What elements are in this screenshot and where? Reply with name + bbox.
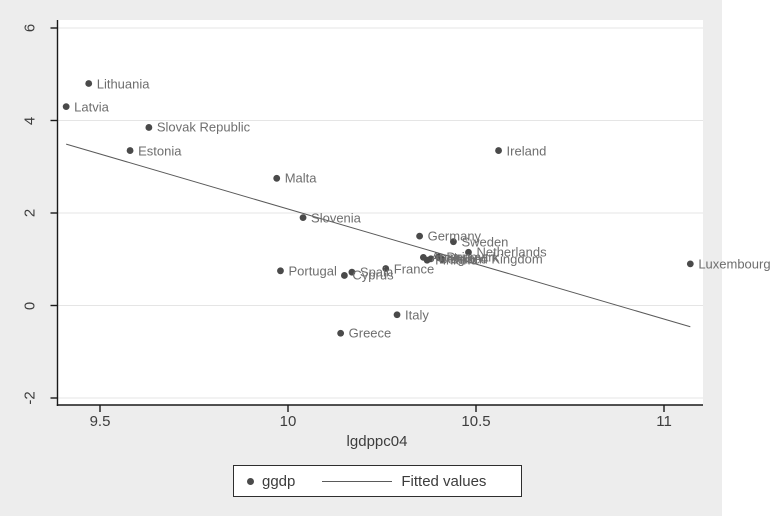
data-point-label: Austria — [431, 249, 472, 265]
data-point-label: Belgium — [438, 251, 486, 267]
x-axis-tick-label: 10.5 — [461, 413, 491, 430]
x-axis-tick-label: 10 — [279, 413, 297, 430]
data-point-label: Luxembourg — [698, 256, 771, 272]
data-point-label: Ireland — [506, 143, 547, 159]
data-point-label: Finland — [435, 252, 478, 268]
data-point-label: Malta — [284, 170, 317, 186]
x-axis-tick-label: 9.5 — [89, 413, 111, 430]
data-point-label: Lithuania — [96, 76, 150, 91]
data-point-label: Germany — [427, 228, 482, 244]
data-point-dot — [337, 329, 345, 337]
data-point-dot — [686, 260, 694, 268]
legend-ggdp-label: ggdp — [262, 472, 296, 490]
data-point-label: France — [393, 261, 435, 276]
data-point-label: Greece — [348, 325, 392, 341]
y-axis-tick-label: 0 — [21, 301, 39, 310]
data-point-label: Sweden — [461, 234, 509, 250]
data-point-label: Netherlands — [476, 244, 547, 260]
data-point-dot — [427, 255, 435, 263]
data-point-dot — [416, 232, 423, 240]
data-point-label: Slovenia — [311, 210, 361, 226]
data-point-dot — [126, 147, 134, 154]
data-point-label: United Kingdom — [450, 251, 543, 267]
data-point-label: Denmark — [446, 249, 500, 265]
data-point-dot — [450, 238, 457, 246]
data-point-dot — [465, 248, 472, 256]
data-point-dot — [438, 255, 446, 263]
y-axis-tick-label: 6 — [21, 23, 39, 33]
legend-marker-icon — [247, 477, 254, 485]
data-point-label: Estonia — [138, 143, 182, 159]
x-axis-title: lgdppc04 — [346, 433, 408, 450]
data-point-dot — [299, 214, 307, 222]
data-point-label: Spain — [359, 264, 394, 280]
y-axis-tick-label: 2 — [21, 208, 39, 218]
data-point-dot — [495, 147, 502, 154]
data-point-label: Slovak Republic — [156, 119, 251, 135]
y-axis-tick-label: 4 — [21, 116, 39, 125]
data-point-dot — [62, 103, 70, 111]
data-point-dot — [393, 311, 401, 319]
data-point-dot — [341, 272, 348, 279]
data-point-dot — [277, 267, 284, 275]
data-point-label: Italy — [405, 307, 429, 323]
data-point-dot — [382, 265, 390, 272]
data-point-dot — [85, 80, 93, 87]
legend-fitted-values-label: Fitted values — [401, 472, 487, 490]
data-point-dot — [348, 268, 356, 276]
y-axis-tick-label: -2 — [21, 391, 39, 405]
data-point-label: Cyprus — [352, 267, 394, 283]
legend-box: ggdp Fitted values — [233, 465, 522, 497]
data-point-dot — [273, 174, 281, 182]
x-axis-tick-label: 11 — [656, 413, 672, 430]
legend-line-icon — [322, 480, 393, 482]
data-point-label: Latvia — [74, 99, 109, 115]
fitted-line — [66, 143, 691, 328]
data-point-label: Portugal — [288, 263, 337, 279]
data-point-dot — [145, 124, 153, 131]
